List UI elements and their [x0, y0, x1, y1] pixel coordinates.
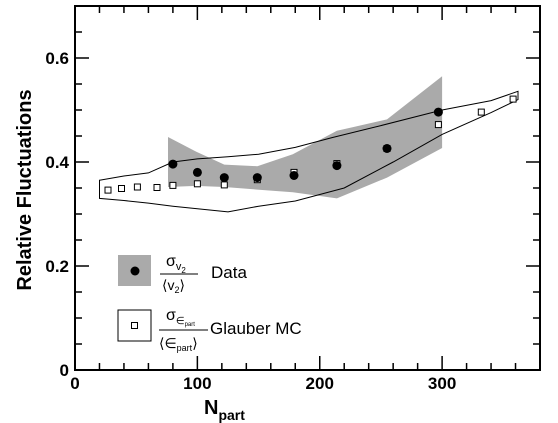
data-point-5 — [332, 161, 342, 171]
x-axis-title-sub: part — [218, 407, 245, 423]
legend-glauber-label: Glauber MC — [210, 319, 302, 338]
glauber-point-12 — [477, 108, 485, 116]
data-point-4 — [289, 171, 299, 180]
y-tick-label-1: 0.2 — [45, 257, 69, 276]
y-tick-label-3: 0.6 — [45, 49, 69, 68]
plot-layer — [99, 76, 519, 213]
legend-glauber-frac-den: ⟨∈part⟩ — [159, 335, 198, 353]
data-point-1 — [192, 167, 202, 177]
glauber-point-6 — [220, 181, 228, 189]
glauber-point-4 — [169, 181, 177, 189]
data-point-6 — [382, 144, 392, 153]
glauber-point-11 — [434, 121, 442, 129]
x-axis-title: Npart — [204, 397, 245, 423]
glauber-point-13 — [509, 95, 517, 103]
glauber-point-5 — [193, 180, 201, 188]
data-point-7 — [433, 107, 443, 117]
glauber-band-outline — [99, 90, 519, 213]
legend-data-frac-num: σv2 — [166, 253, 186, 275]
x-tick-label-0: 0 — [70, 374, 79, 393]
data-point-3 — [252, 173, 262, 183]
legend-glauber-frac-num: σ∈part — [166, 307, 195, 328]
legend: σv2 ⟨v2⟩ Data σ∈part ⟨∈part⟩ Glauber MC — [117, 253, 302, 353]
x-tick-label-2: 200 — [306, 374, 334, 393]
data-systematic-band — [168, 76, 443, 199]
glauber-point-0 — [104, 186, 112, 194]
y-tick-label-0: 0 — [60, 361, 69, 380]
legend-data-frac-den: ⟨v2⟩ — [162, 277, 185, 295]
legend-data-marker — [130, 266, 140, 276]
data-point-2 — [219, 173, 229, 183]
y-tick-label-2: 0.4 — [45, 153, 69, 172]
data-point-0 — [168, 159, 178, 169]
axis-layer: 0 100 200 300 0 0.2 0.4 0.6 — [45, 5, 541, 393]
x-tick-label-1: 100 — [183, 374, 211, 393]
x-tick-label-3: 300 — [428, 374, 456, 393]
glauber-point-2 — [133, 183, 141, 191]
x-axis-title-main: N — [204, 397, 218, 419]
glauber-point-1 — [118, 185, 125, 192]
glauber-point-3 — [153, 184, 161, 191]
y-axis-title: Relative Fluctuations — [14, 89, 36, 290]
legend-data-label: Data — [211, 263, 247, 282]
legend-glauber-marker — [131, 322, 138, 329]
